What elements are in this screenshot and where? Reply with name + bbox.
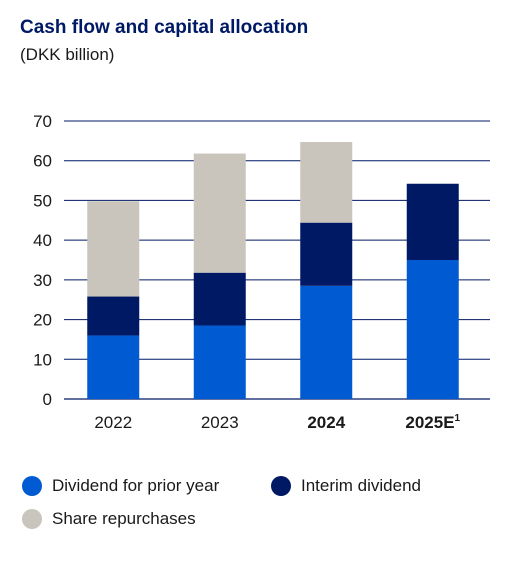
y-tick-label-30: 30 bbox=[33, 271, 52, 290]
legend-swatch-interim bbox=[271, 476, 291, 496]
legend-item-repurchases: Share repurchases bbox=[22, 509, 196, 529]
legend-label-repurchases: Share repurchases bbox=[52, 509, 196, 528]
stacked-bar-chart: 0 10 20 30 40 50 60 70 2022 2023 2024 2025E1 bbox=[33, 112, 490, 432]
bar-2024-interim-dividend bbox=[300, 222, 353, 286]
bar-2024-share-repurchases bbox=[300, 142, 353, 223]
y-tick-label-20: 20 bbox=[33, 311, 52, 330]
bar-2023-dividend-for-prior-year bbox=[193, 325, 246, 399]
legend-label-interim: Interim dividend bbox=[301, 476, 422, 495]
footnote-mark: 1 bbox=[455, 413, 461, 424]
legend-item-dividend: Dividend for prior year bbox=[22, 476, 219, 496]
bar-2022-share-repurchases bbox=[87, 201, 140, 297]
chart-title: Cash flow and capital allocation bbox=[20, 17, 309, 38]
x-tick-label-2024: 2024 bbox=[307, 413, 345, 432]
bar-2023-share-repurchases bbox=[193, 153, 246, 273]
y-tick-label-70: 70 bbox=[33, 112, 52, 131]
legend-item-interim: Interim dividend bbox=[271, 476, 421, 496]
legend-swatch-dividend bbox=[22, 476, 42, 496]
legend-swatch-repurchases bbox=[22, 509, 42, 529]
legend-label-dividend: Dividend for prior year bbox=[52, 476, 220, 495]
bar-2022-dividend-for-prior-year bbox=[87, 335, 140, 399]
y-tick-label-60: 60 bbox=[33, 152, 52, 171]
x-tick-label-2023: 2023 bbox=[201, 413, 239, 432]
bar-2025E-dividend-for-prior-year bbox=[406, 260, 459, 399]
x-tick-label-2025E: 2025E1 bbox=[405, 413, 460, 432]
x-tick-label-2022: 2022 bbox=[94, 413, 132, 432]
y-tick-label-40: 40 bbox=[33, 231, 52, 250]
y-tick-label-0: 0 bbox=[43, 390, 52, 409]
bar-2025E-interim-dividend bbox=[406, 183, 459, 260]
y-tick-label-10: 10 bbox=[33, 350, 52, 369]
bar-2024-dividend-for-prior-year bbox=[300, 285, 353, 399]
bar-2022-interim-dividend bbox=[87, 296, 140, 336]
bar-2023-interim-dividend bbox=[193, 272, 246, 326]
chart-subtitle: (DKK billion) bbox=[20, 45, 115, 64]
y-tick-label-50: 50 bbox=[33, 191, 52, 210]
